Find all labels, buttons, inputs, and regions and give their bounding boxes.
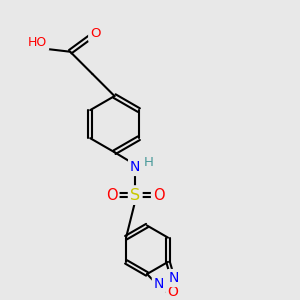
Text: HO: HO [28,36,47,50]
Text: O: O [90,28,101,40]
Text: N: N [130,160,140,174]
Text: H: H [144,156,154,169]
Text: O: O [153,188,165,202]
Text: N: N [169,271,179,285]
Text: O: O [106,188,117,202]
Text: S: S [130,188,140,202]
Text: O: O [168,285,178,299]
Text: N: N [154,277,164,290]
